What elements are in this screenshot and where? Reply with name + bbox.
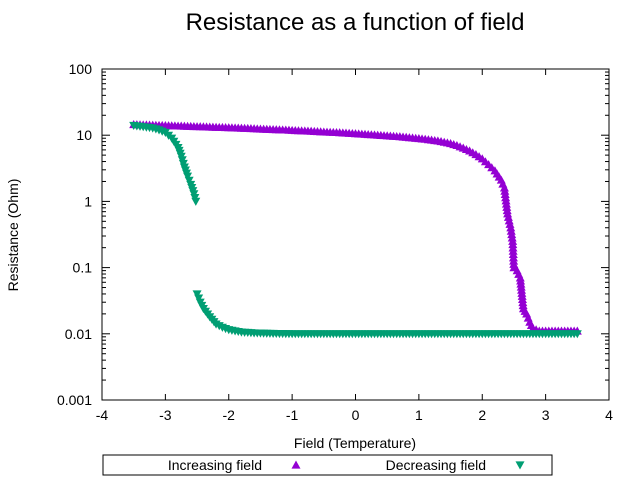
legend: Increasing field Decreasing field <box>102 454 553 476</box>
chart-title: Resistance as a function of field <box>186 9 525 36</box>
data-point-interp <box>190 194 200 203</box>
series-0 <box>129 120 582 335</box>
x-tick-label: 0 <box>352 407 360 423</box>
y-tick-label: 1 <box>84 193 92 209</box>
x-tick-label: 2 <box>478 407 486 423</box>
data-point <box>192 290 202 299</box>
legend-label: Decreasing field <box>386 457 486 473</box>
x-axis-title: Field (Temperature) <box>294 435 416 451</box>
data-point-interp <box>507 230 517 239</box>
data-point-interp <box>507 233 517 242</box>
x-tick-label: -1 <box>286 407 299 423</box>
legend-box <box>102 454 553 476</box>
x-tick-label: 4 <box>605 407 613 423</box>
y-tick-label: 10 <box>76 127 92 143</box>
y-tick-label: 0.01 <box>65 326 92 342</box>
x-tick-label: 1 <box>415 407 423 423</box>
x-tick-label: -4 <box>96 407 109 423</box>
y-tick-label: 100 <box>69 61 93 77</box>
legend-marker <box>515 461 525 470</box>
y-tick-label: 0.1 <box>73 260 93 276</box>
legend-marker <box>291 460 301 469</box>
plot-area-border <box>101 68 610 401</box>
y-tick-label: 0.001 <box>57 392 92 408</box>
x-tick-label: 3 <box>542 407 550 423</box>
data-point <box>503 209 513 218</box>
data-point-interp <box>505 219 515 228</box>
series-layer <box>129 120 582 339</box>
x-tick-label: -3 <box>159 407 172 423</box>
x-tick-label: -2 <box>223 407 236 423</box>
x-axis: -4 -3 -2 -1 0 1 2 3 4 <box>96 69 613 423</box>
data-point-interp <box>506 226 516 235</box>
data-point <box>506 223 516 232</box>
data-point <box>191 197 201 206</box>
y-axis-title: Resistance (Ohm) <box>5 179 21 292</box>
legend-label: Increasing field <box>168 457 262 473</box>
data-point-interp <box>503 212 513 221</box>
data-point-interp <box>504 216 514 225</box>
data-point <box>129 121 139 131</box>
series-1 <box>129 121 582 339</box>
y-axis: 0.001 0.01 0.1 1 10 100 <box>57 61 609 408</box>
